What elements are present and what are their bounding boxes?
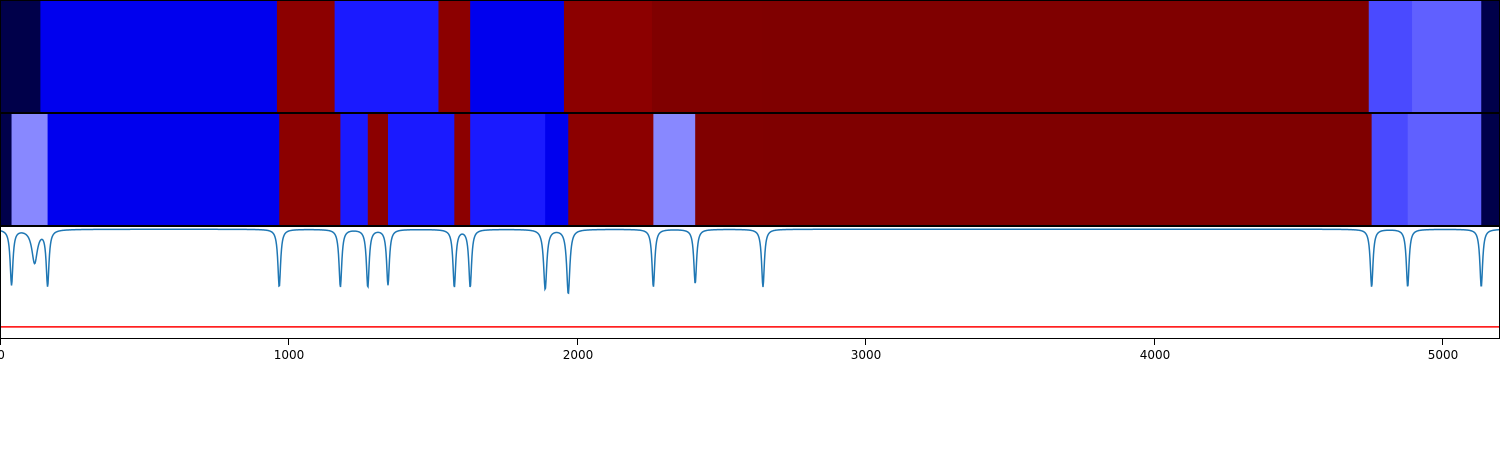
heatmap-segment <box>651 1 763 112</box>
x-tick-label: 2000 <box>563 348 594 362</box>
heatmap-segment <box>340 114 369 225</box>
heatmap-segment <box>563 1 653 112</box>
heatmap-segment <box>276 1 336 112</box>
heatmap-segment <box>470 114 546 225</box>
x-tick-label: 5000 <box>1428 348 1459 362</box>
heatmap-segment <box>568 114 654 225</box>
x-tick-label: 4000 <box>1140 348 1171 362</box>
heatmap-panel-middle <box>0 114 1500 225</box>
heatmap-segment <box>11 114 49 225</box>
heatmap-segment <box>47 114 280 225</box>
heatmap-segment <box>1368 1 1413 112</box>
heatmap-segment <box>334 1 440 112</box>
heatmap-segment <box>279 114 341 225</box>
heatmap-segment <box>1407 114 1482 225</box>
heatmap-segment <box>761 1 1370 112</box>
heatmap-segment <box>438 1 471 112</box>
x-axis: 0 1000 2000 3000 4000 5000 <box>0 339 1458 362</box>
heatmap-segment <box>695 114 764 225</box>
heatmap-segment <box>387 114 455 225</box>
heatmap-segment <box>653 114 696 225</box>
heatmap-segment <box>367 114 389 225</box>
heatmap-panel-top <box>0 1 1500 112</box>
x-tick-label: 1000 <box>274 348 305 362</box>
heatmap-segment <box>1481 1 1500 112</box>
heatmap-segment <box>454 114 471 225</box>
heatmap-segment <box>1412 1 1482 112</box>
heatmap-segment <box>40 1 278 112</box>
series-line <box>0 228 1500 295</box>
heatmap-segment <box>1481 114 1500 225</box>
heatmap-segment <box>470 1 565 112</box>
x-tick-label: 3000 <box>851 348 882 362</box>
heatmap-segment <box>1371 114 1409 225</box>
heatmap-segment <box>0 114 13 225</box>
x-tick-label: 0 <box>0 348 5 362</box>
line-plot-panel <box>0 228 1500 328</box>
heatmap-segment <box>0 1 41 112</box>
heatmap-segment <box>545 114 569 225</box>
heatmap-segment <box>762 114 1373 225</box>
